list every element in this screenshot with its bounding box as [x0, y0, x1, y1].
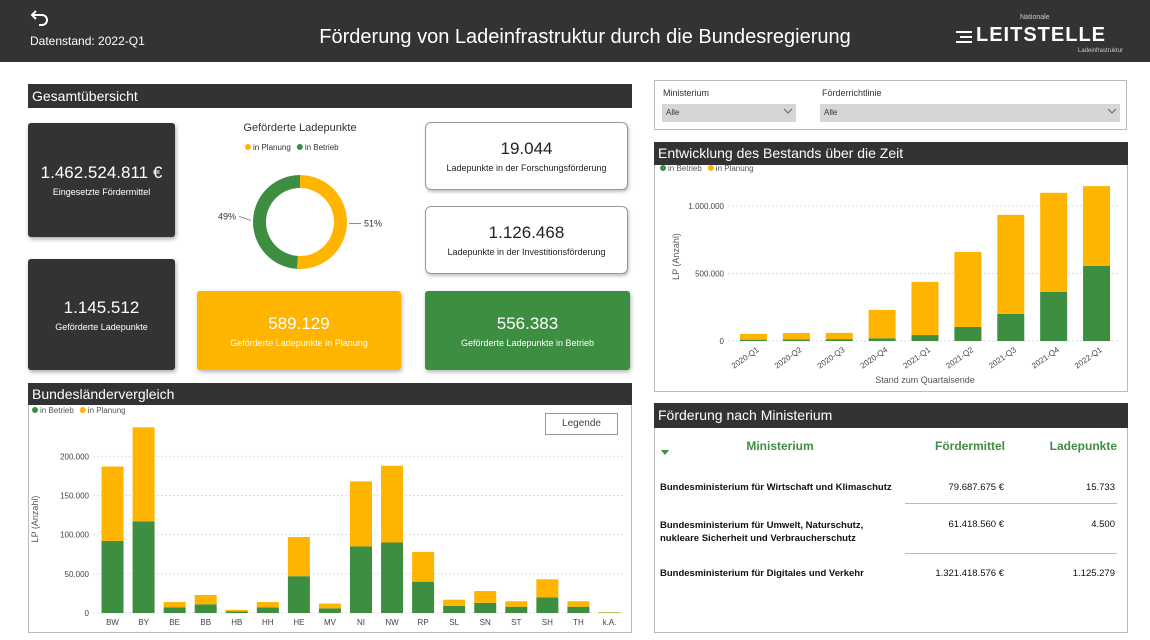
data-date: Datenstand: 2022-Q1	[30, 34, 145, 48]
table-cell: Bundesministerium für Wirtschaft und Kli…	[660, 482, 892, 493]
kpi-value: 19.044	[500, 139, 553, 158]
kpi-value: 589.129	[268, 313, 330, 333]
table-cell: 1.125.279	[1072, 568, 1115, 579]
legend-swatch	[245, 144, 251, 150]
kpi-label: Geförderte Ladepunkte in Betrieb	[460, 337, 595, 348]
column-header: Ladepunkte	[1049, 439, 1117, 453]
dropdown[interactable]: Alle	[820, 104, 1120, 122]
row-divider	[905, 553, 1117, 554]
legend-label: in Planung	[253, 143, 291, 152]
pie-slice	[253, 175, 300, 269]
legend-button[interactable]: Legende	[545, 413, 618, 435]
logo-sub: Ladeinfrastruktur	[1078, 48, 1124, 54]
table-cell: 4.500	[1091, 519, 1115, 530]
kpi-label: Eingesetzte Fördermittel	[52, 187, 151, 197]
kpi-value: 1.145.512	[63, 297, 140, 317]
dropdown[interactable]: Alle	[662, 104, 796, 122]
kpi-label: Ladepunkte in der Investitionsförderung	[447, 247, 606, 257]
table-cell: 79.687.675 €	[948, 482, 1004, 493]
filter-label: Förderrichtlinie	[822, 88, 882, 98]
panel	[28, 383, 632, 633]
section-title: Bundesländervergleich	[28, 383, 632, 405]
kpi-value: 1.462.524.811 €	[40, 163, 163, 182]
sort-icon[interactable]	[660, 449, 670, 457]
table-cell: 15.733	[1085, 482, 1115, 493]
filter-label: Ministerium	[663, 88, 710, 98]
pie-slice	[297, 175, 348, 269]
header: Datenstand: 2022-Q1 Förderung von Ladein…	[0, 0, 1150, 62]
panel	[654, 142, 1128, 392]
kpi-label: Ladepunkte in der Forschungsförderung	[446, 163, 607, 173]
logo-icon	[956, 31, 972, 43]
table-cell: Bundesministerium für Digitales und Verk…	[660, 568, 864, 579]
panel	[654, 403, 1128, 633]
kpi-card: 589.129 Geförderte Ladepunkte in Planung	[197, 291, 401, 370]
table-cell: 1.321.418.576 €	[935, 568, 1004, 579]
kpi-value: 556.383	[496, 313, 559, 333]
logo-top: Nationale	[1020, 14, 1050, 21]
kpi-label: Geförderte Ladepunkte in Planung	[230, 337, 368, 348]
section-title: Entwicklung des Bestands über die Zeit	[654, 142, 1128, 165]
kpi-label: Geförderte Ladepunkte	[55, 321, 148, 332]
kpi-card: 1.145.512 Geförderte Ladepunkte	[28, 259, 175, 370]
section-title: Gesamtübersicht	[28, 84, 632, 108]
legend-label: in Betrieb	[305, 143, 339, 152]
dropdown-value: Alle	[824, 108, 838, 117]
legend-swatch	[296, 144, 303, 150]
section-title: Förderung nach Ministerium	[654, 403, 1128, 428]
table-cell: 61.418.560 €	[948, 519, 1004, 530]
chart-title: Geförderte Ladepunkte	[243, 122, 356, 134]
page-title: Förderung von Ladeinfrastruktur durch di…	[319, 26, 851, 48]
kpi-card: 1.462.524.811 € Eingesetzte Fördermittel	[28, 123, 175, 237]
kpi-card: 556.383 Geförderte Ladepunkte in Betrieb	[425, 291, 630, 370]
kpi-card: 1.126.468 Ladepunkte in der Investitions…	[425, 206, 628, 274]
table-cell: Bundesministerium für Umwelt, Naturschut…	[660, 520, 864, 544]
leader-line	[238, 215, 252, 221]
logo: LEITSTELLE	[976, 24, 1106, 46]
column-header: Ministerium	[746, 439, 814, 453]
kpi-value: 1.126.468	[488, 223, 565, 242]
data-label: 51%	[364, 219, 382, 229]
dropdown-value: Alle	[666, 108, 680, 117]
kpi-card: 19.044 Ladepunkte in der Forschungsförde…	[425, 122, 628, 190]
back-button[interactable]	[30, 8, 50, 26]
row-divider	[905, 503, 1117, 504]
data-label: 49%	[218, 211, 236, 221]
column-header: Fördermittel	[934, 439, 1005, 453]
